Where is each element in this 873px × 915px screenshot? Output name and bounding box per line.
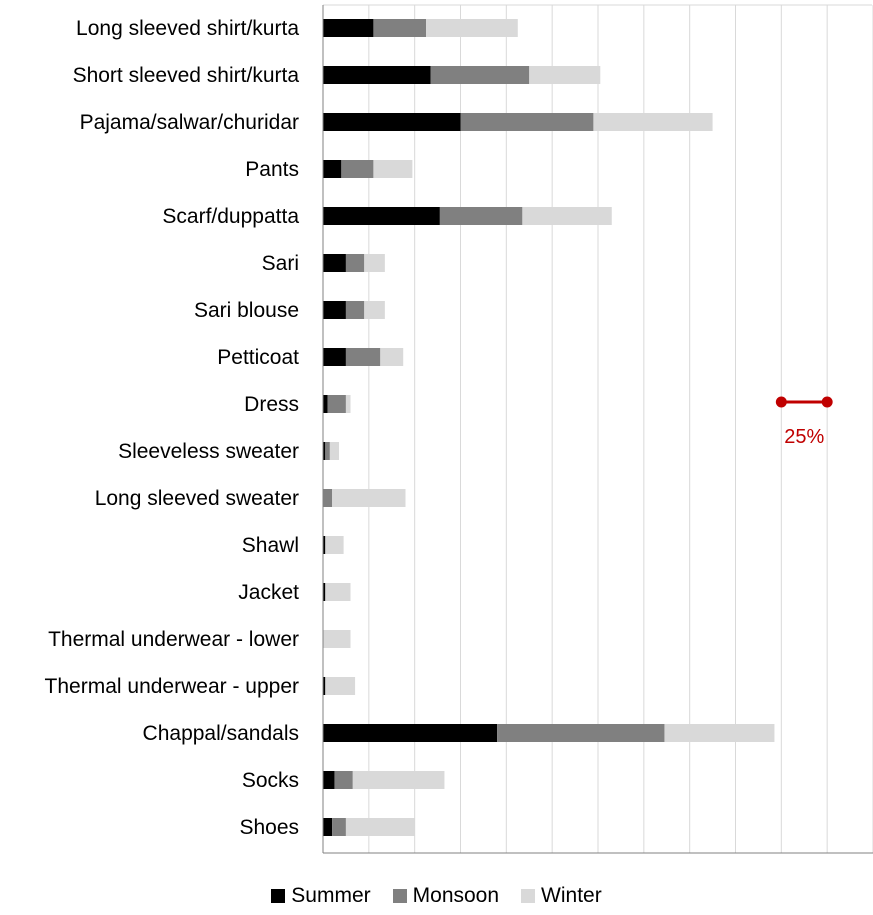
bar-monsoon: [373, 19, 427, 37]
bar-monsoon: [323, 489, 333, 507]
bar-winter: [373, 160, 413, 178]
bar-winter: [332, 489, 406, 507]
bar-winter: [380, 348, 404, 366]
scale-bar-endpoint: [821, 396, 833, 408]
bar-winter: [364, 254, 385, 272]
bar-monsoon: [341, 160, 374, 178]
bar-monsoon: [327, 395, 346, 413]
bar-winter: [325, 677, 356, 695]
category-label: Pants: [245, 158, 299, 181]
bar-winter: [325, 536, 344, 554]
bar-summer: [323, 771, 335, 789]
bar-monsoon: [460, 113, 594, 131]
category-label: Sleeveless sweater: [118, 440, 299, 463]
bar-summer: [323, 442, 326, 460]
bar-summer: [323, 301, 346, 319]
category-label: Sari: [262, 252, 299, 275]
bar-summer: [323, 395, 328, 413]
bar-summer: [323, 818, 333, 836]
category-labels: Long sleeved shirt/kurta Short sleeved sh…: [45, 17, 300, 839]
bar-winter: [522, 207, 612, 225]
scale-bar: 25%: [775, 396, 833, 448]
bar-summer: [323, 160, 342, 178]
category-label: Thermal underwear - upper: [45, 675, 299, 698]
legend-swatch-winter: [521, 889, 536, 903]
bar-winter: [593, 113, 713, 131]
bar-monsoon: [345, 348, 381, 366]
bar-monsoon: [334, 771, 353, 789]
scale-bar-label: 25%: [784, 426, 824, 448]
category-label: Chappal/sandals: [143, 722, 299, 745]
category-label: Scarf/duppatta: [162, 205, 299, 228]
bar-winter: [345, 818, 415, 836]
category-label: Jacket: [238, 581, 299, 604]
category-label: Long sleeved shirt/kurta: [76, 17, 299, 40]
bar-monsoon: [345, 301, 365, 319]
bar-winter: [529, 66, 601, 84]
bar-summer: [323, 536, 326, 554]
bar-winter: [364, 301, 385, 319]
category-label: Pajama/salwar/churidar: [80, 111, 299, 134]
legend: Summer Monsoon Winter: [0, 884, 873, 908]
gridlines: [323, 4, 873, 853]
bars: [323, 19, 775, 836]
bar-winter: [323, 630, 351, 648]
bar-monsoon: [497, 724, 665, 742]
category-label: Petticoat: [217, 346, 299, 369]
category-label: Shawl: [242, 534, 299, 557]
category-label: Dress: [244, 393, 299, 416]
category-label: Socks: [242, 769, 299, 792]
stacked-bar-chart: Long sleeved shirt/kurta Short sleeved sh…: [45, 4, 873, 854]
bar-winter: [325, 583, 351, 601]
bar-summer: [323, 254, 346, 272]
legend-item-summer: Summer: [271, 884, 371, 908]
legend-swatch-summer: [271, 889, 286, 903]
bar-summer: [323, 19, 374, 37]
category-label: Sari blouse: [194, 299, 299, 322]
bar-monsoon: [325, 442, 330, 460]
legend-label-winter: Winter: [541, 884, 602, 907]
bar-winter: [426, 19, 518, 37]
bar-summer: [323, 677, 326, 695]
bar-winter: [664, 724, 775, 742]
bar-monsoon: [439, 207, 523, 225]
axes: [322, 5, 873, 854]
category-label: Thermal underwear - lower: [48, 628, 299, 651]
bar-monsoon: [345, 254, 365, 272]
legend-item-winter: Winter: [521, 884, 602, 908]
bar-monsoon: [430, 66, 530, 84]
legend-label-monsoon: Monsoon: [412, 884, 500, 907]
bar-summer: [323, 583, 326, 601]
legend-item-monsoon: Monsoon: [392, 884, 500, 908]
bar-summer: [323, 207, 440, 225]
bar-summer: [323, 113, 461, 131]
bar-summer: [323, 348, 346, 366]
legend-swatch-monsoon: [392, 889, 407, 903]
bar-winter: [352, 771, 445, 789]
category-label: Short sleeved shirt/kurta: [73, 64, 300, 87]
legend-label-summer: Summer: [291, 884, 371, 907]
category-label: Long sleeved sweater: [95, 487, 299, 510]
bar-summer: [323, 66, 431, 84]
bar-monsoon: [332, 818, 346, 836]
scale-bar-endpoint: [775, 396, 787, 408]
bar-winter: [329, 442, 340, 460]
bar-winter: [345, 395, 351, 413]
bar-summer: [323, 724, 498, 742]
category-label: Shoes: [239, 816, 299, 839]
